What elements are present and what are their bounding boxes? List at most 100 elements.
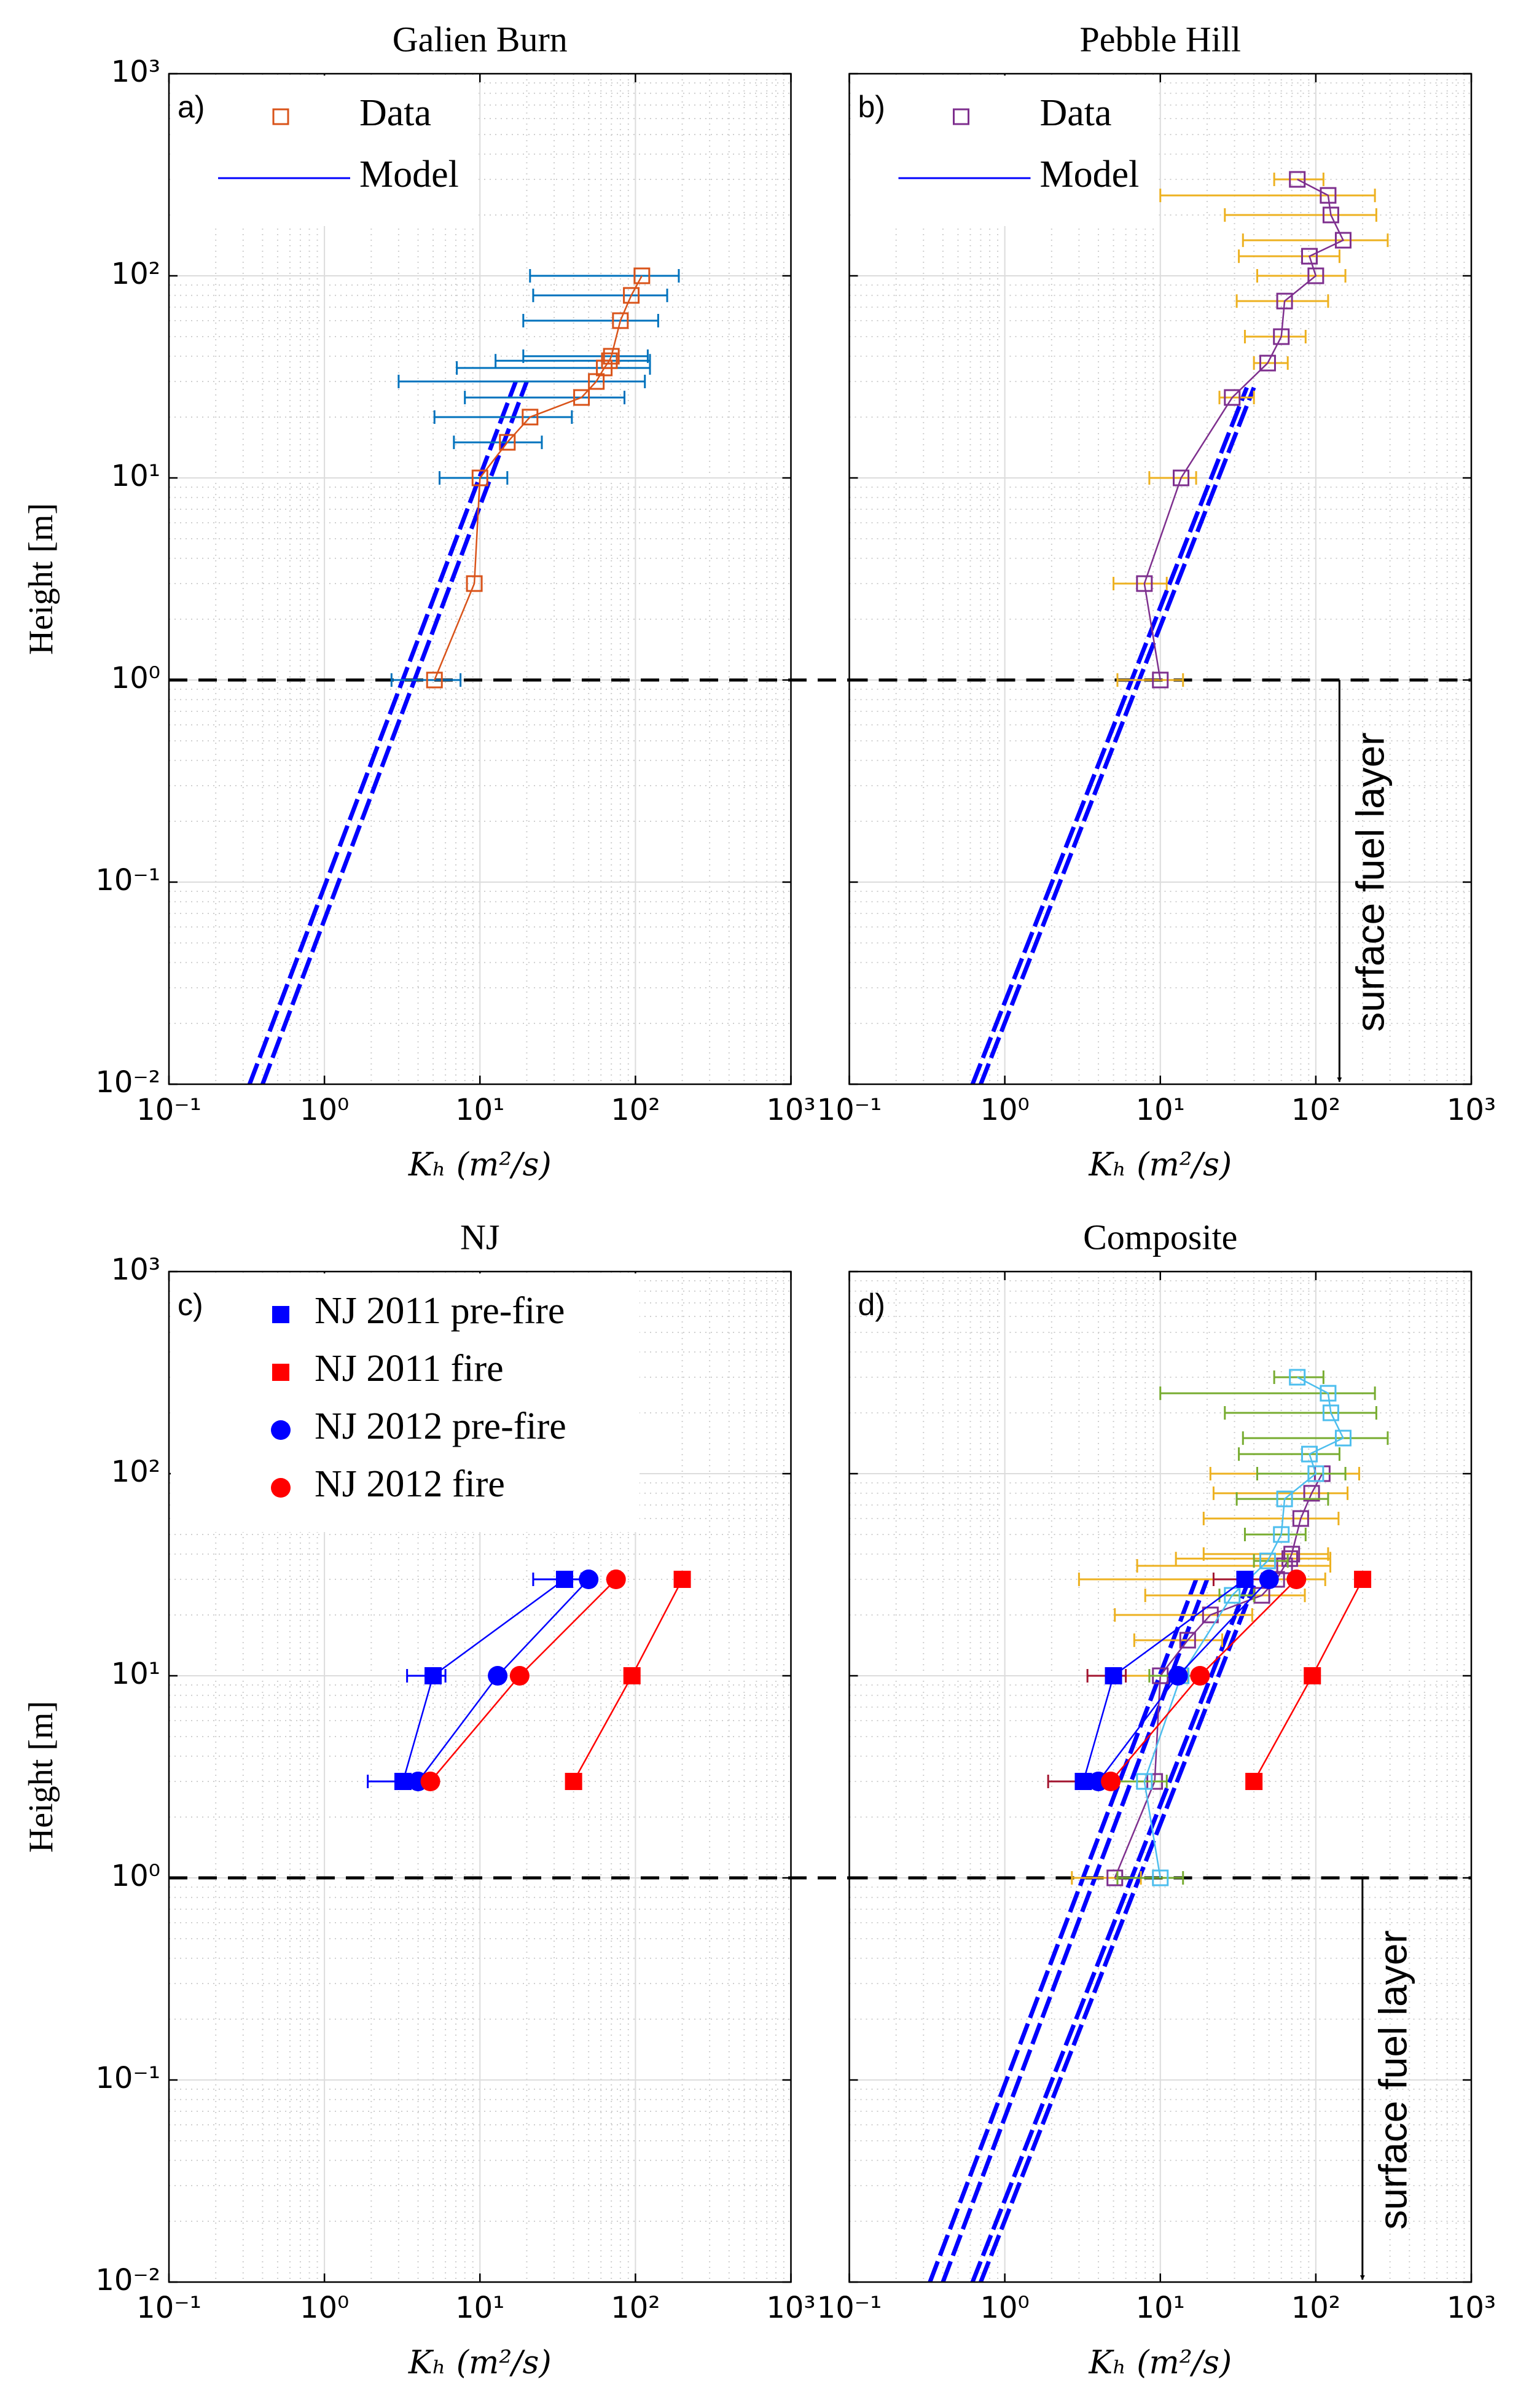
model-line: [260, 380, 529, 1085]
marker: [555, 1571, 573, 1589]
marker: [1320, 1385, 1337, 1402]
marker: [1259, 354, 1276, 372]
panel-label: c): [178, 1288, 203, 1322]
x-tick-label: 10²: [1291, 2291, 1340, 2325]
marker: [1190, 1666, 1210, 1686]
marker: [1307, 1465, 1324, 1482]
x-tick-label: 10²: [611, 2291, 660, 2325]
marker: [633, 267, 651, 284]
marker: [1307, 267, 1324, 284]
plot-frame: [168, 72, 792, 1085]
legend-marker: [271, 1420, 291, 1440]
series-line: [1143, 178, 1345, 681]
marker: [1289, 1369, 1306, 1386]
marker: [1245, 1773, 1263, 1791]
marker: [426, 671, 443, 689]
series-line: [434, 275, 643, 681]
marker: [1292, 1510, 1309, 1527]
marker: [1283, 1546, 1301, 1563]
x-tick-label: 10¹: [1136, 2291, 1185, 2325]
error-bar: [464, 391, 626, 405]
marker: [466, 575, 483, 592]
legend-marker: [272, 1306, 289, 1323]
error-bar: [1114, 1608, 1253, 1622]
marker: [603, 348, 620, 365]
y-tick-label: 10⁻¹: [95, 2061, 160, 2095]
error-bar: [1202, 1511, 1340, 1525]
error-bar: [1113, 577, 1168, 591]
legend-label: Data: [359, 92, 431, 134]
marker: [1136, 575, 1153, 592]
error-bar: [1243, 330, 1307, 344]
error-bar: [1235, 1492, 1329, 1506]
model-line: [970, 1584, 1249, 2283]
marker: [1273, 328, 1290, 345]
error-bar: [529, 269, 680, 283]
x-tick-label: 10¹: [455, 1093, 504, 1127]
x-tick-label: 10⁻¹: [817, 2291, 882, 2325]
marker: [424, 1667, 442, 1684]
model-line: [928, 1578, 1199, 2283]
y-tick-label: 10⁻¹: [95, 863, 160, 897]
marker: [1303, 1485, 1320, 1502]
y-tick-label: 10³: [111, 1253, 160, 1287]
legend-marker: [953, 108, 969, 125]
legend-label: NJ 2011 fire: [315, 1348, 504, 1390]
error-bar: [1116, 673, 1184, 687]
x-tick-label: 10³: [766, 2291, 815, 2325]
marker: [1101, 1772, 1121, 1792]
error-bar: [522, 313, 659, 327]
x-axis-label: Kₕ (m²/s): [1088, 2345, 1232, 2382]
error-bar: [522, 349, 649, 363]
marker: [623, 1667, 641, 1684]
marker: [601, 352, 618, 369]
marker: [1173, 469, 1190, 487]
y-tick-label: 10¹: [111, 1657, 160, 1691]
legend-label: NJ 2011 pre-fire: [315, 1290, 565, 1332]
x-tick-label: 10⁰: [980, 2291, 1029, 2325]
marker: [1236, 1571, 1254, 1589]
error-bar: [390, 673, 462, 687]
model-line: [979, 386, 1256, 1085]
legend-label: Model: [359, 154, 459, 195]
marker: [1334, 1429, 1352, 1447]
marker: [1289, 171, 1306, 188]
plot-frame: [168, 1270, 792, 2283]
x-tick-label: 10³: [1447, 2291, 1496, 2325]
y-tick-label: 10³: [111, 55, 160, 89]
model-line: [970, 386, 1249, 1085]
x-tick-label: 10⁻¹: [136, 2291, 201, 2325]
x-tick-label: 10¹: [1136, 1093, 1185, 1127]
error-bar: [1243, 1528, 1307, 1542]
error-bar: [1242, 1431, 1389, 1445]
panel-label: a): [178, 90, 205, 124]
legend-background: [171, 76, 475, 226]
marker: [1334, 232, 1352, 249]
marker: [471, 469, 488, 487]
x-axis-label: Kₕ (m²/s): [408, 1147, 552, 1184]
marker: [1322, 206, 1339, 224]
marker: [1136, 1773, 1153, 1790]
legend-background: [171, 1273, 640, 1532]
marker: [1202, 1606, 1219, 1624]
x-tick-label: 10³: [1447, 1093, 1496, 1127]
legend-label: NJ 2012 pre-fire: [315, 1405, 566, 1447]
x-tick-label: 10⁰: [300, 1093, 349, 1127]
error-bar: [1159, 189, 1376, 203]
error-bar: [1116, 1871, 1184, 1885]
marker: [509, 1666, 530, 1686]
marker: [522, 408, 539, 426]
marker: [1259, 1570, 1279, 1590]
error-bar: [1224, 1405, 1377, 1420]
chart-title: NJ: [460, 1217, 499, 1257]
marker: [1105, 1667, 1122, 1684]
marker: [1152, 1869, 1169, 1886]
y-tick-label: 10⁰: [111, 1859, 160, 1893]
error-bar: [1242, 233, 1389, 248]
panel-label: d): [858, 1288, 885, 1322]
marker: [573, 389, 590, 406]
x-tick-label: 10⁰: [300, 2291, 349, 2325]
